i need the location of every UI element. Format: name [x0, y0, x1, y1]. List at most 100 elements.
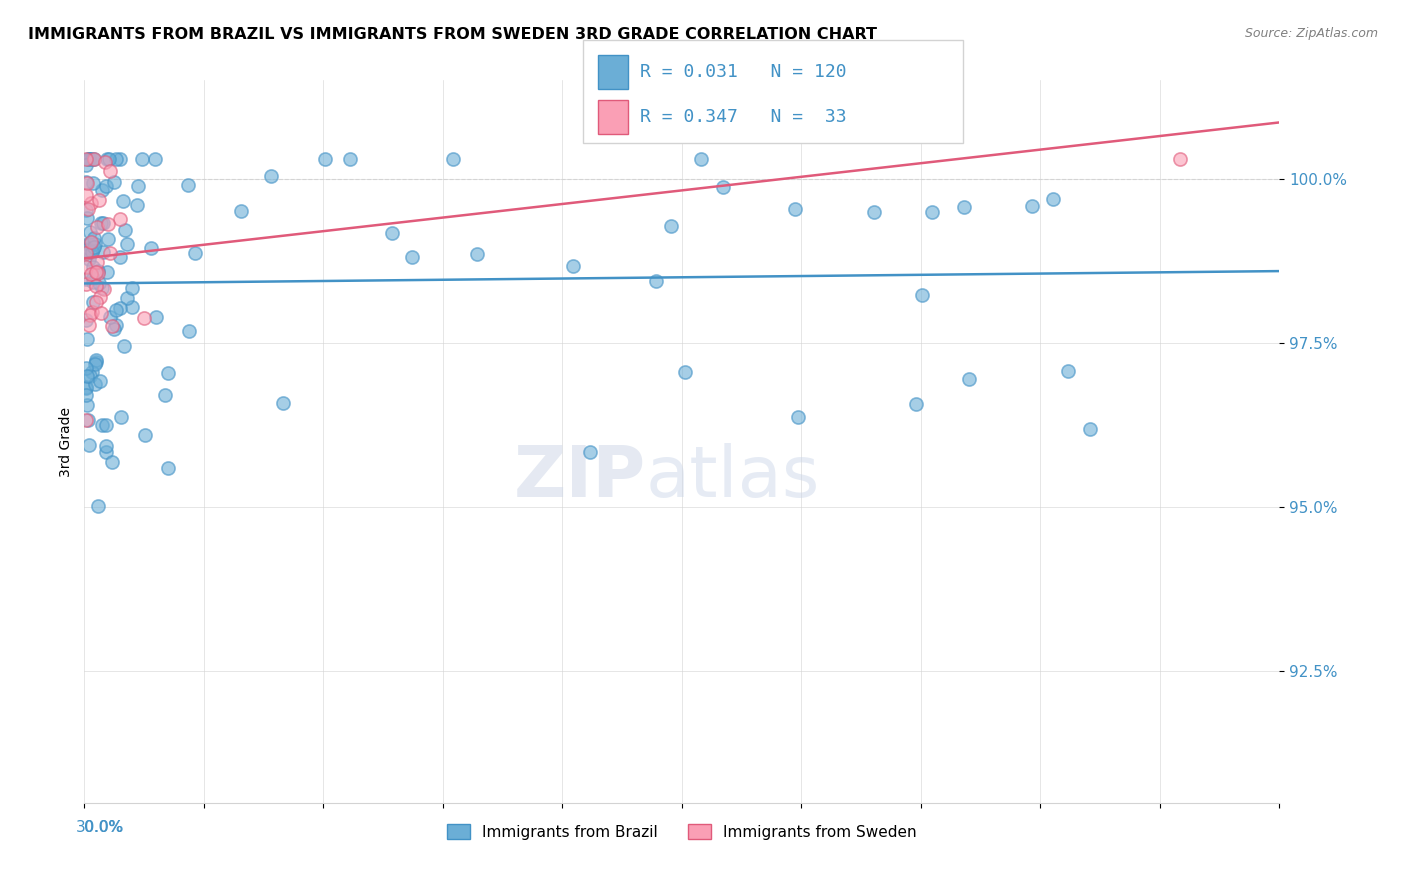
Point [125, 198, 148, 212]
Point [957, 372, 980, 386]
Point [82, 276, 104, 290]
Point [76, 398, 98, 412]
Point [75, 277, 97, 291]
Point [112, 339, 135, 353]
Point [84, 352, 107, 367]
Point [911, 288, 934, 302]
Point [184, 245, 207, 260]
Point [114, 223, 136, 237]
Point [79, 235, 101, 249]
Point [89, 374, 111, 388]
Point [132, 311, 155, 326]
Point [115, 237, 138, 252]
Point [86, 220, 108, 235]
Point [83, 239, 105, 253]
Point [905, 397, 928, 411]
Point [104, 152, 127, 166]
Point [77, 202, 100, 216]
Point [229, 204, 252, 219]
Point [108, 301, 131, 315]
Point [153, 388, 176, 402]
Point [79, 225, 101, 239]
Point [91, 216, 114, 230]
Point [401, 250, 423, 264]
Point [87, 264, 110, 278]
Point [77, 252, 100, 266]
Point [711, 179, 734, 194]
Y-axis label: 3rd Grade: 3rd Grade [59, 407, 73, 476]
Point [101, 455, 124, 469]
Point [112, 194, 135, 209]
Point [76, 368, 98, 383]
Point [80, 365, 103, 379]
Text: R = 0.031   N = 120: R = 0.031 N = 120 [640, 63, 846, 81]
Point [89, 306, 111, 320]
Point [82, 242, 104, 256]
Point [76, 176, 98, 190]
Point [121, 281, 143, 295]
Point [103, 175, 125, 189]
Point [75, 152, 97, 166]
Point [98, 245, 121, 260]
Point [87, 277, 110, 291]
Point [75, 188, 97, 202]
Point [1057, 364, 1080, 378]
Point [87, 266, 110, 280]
Point [90, 216, 112, 230]
Point [561, 259, 583, 273]
Point [91, 245, 114, 260]
Point [79, 309, 101, 323]
Point [79, 318, 101, 332]
Point [75, 245, 97, 260]
Point [93, 282, 115, 296]
Point [75, 260, 97, 274]
Point [260, 169, 283, 183]
Point [75, 243, 97, 257]
Text: atlas: atlas [647, 443, 821, 512]
Point [86, 254, 108, 268]
Point [82, 152, 104, 166]
Point [104, 303, 127, 318]
Point [1078, 422, 1101, 436]
Point [79, 237, 101, 252]
Point [83, 152, 105, 166]
Point [110, 410, 132, 425]
Point [131, 152, 153, 166]
Point [75, 175, 97, 189]
Point [79, 369, 101, 384]
Point [644, 274, 666, 288]
Point [156, 461, 179, 475]
Text: 30.0%: 30.0% [76, 820, 124, 835]
Point [98, 164, 121, 178]
Point [82, 176, 104, 190]
Point [145, 152, 167, 166]
Point [75, 381, 97, 395]
Point [90, 417, 112, 432]
Point [94, 154, 117, 169]
Point [1042, 192, 1064, 206]
Point [145, 310, 167, 325]
Point [115, 291, 138, 305]
Point [75, 413, 97, 427]
Point [84, 278, 107, 293]
Point [80, 305, 103, 319]
Point [108, 212, 131, 227]
Point [75, 313, 97, 327]
Point [953, 200, 976, 214]
Point [75, 361, 97, 376]
Point [96, 152, 118, 166]
Point [97, 217, 120, 231]
Point [97, 232, 120, 246]
Point [75, 202, 97, 217]
Point [77, 152, 100, 166]
Point [77, 152, 100, 166]
Point [84, 357, 107, 371]
Point [89, 290, 111, 304]
Point [104, 318, 127, 333]
Point [91, 281, 114, 295]
Point [80, 268, 103, 282]
Point [77, 242, 100, 256]
Point [90, 183, 112, 197]
Point [1168, 152, 1191, 166]
Point [80, 196, 103, 211]
